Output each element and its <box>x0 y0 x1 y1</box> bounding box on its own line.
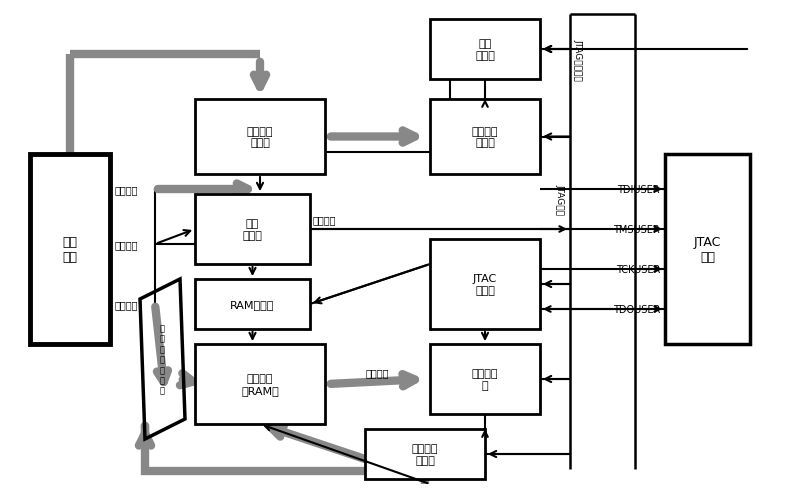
FancyBboxPatch shape <box>430 20 540 80</box>
Text: TDOUSER: TDOUSER <box>613 305 660 314</box>
FancyBboxPatch shape <box>195 345 325 424</box>
FancyBboxPatch shape <box>195 280 310 329</box>
Text: JTAG传输总线: JTAG传输总线 <box>573 39 582 81</box>
Text: 数
据
类
型
转
换
器: 数 据 类 型 转 换 器 <box>159 324 165 395</box>
Text: JTAC
状态机: JTAC 状态机 <box>473 274 497 295</box>
Text: 采样时钟: 采样时钟 <box>115 240 138 249</box>
FancyBboxPatch shape <box>195 195 310 264</box>
Text: 输出控制
器: 输出控制 器 <box>472 368 498 390</box>
Text: RAM控制器: RAM控制器 <box>230 299 274 309</box>
Text: 触发
状态机: 触发 状态机 <box>242 219 262 240</box>
Text: 简单双端
口RAM块: 简单双端 口RAM块 <box>241 373 279 395</box>
Text: TCKUSER: TCKUSER <box>616 264 660 274</box>
FancyBboxPatch shape <box>430 100 540 175</box>
Text: JTAG总线: JTAG总线 <box>555 184 565 215</box>
FancyBboxPatch shape <box>430 240 540 329</box>
Text: 触发条件
比较器: 触发条件 比较器 <box>246 126 274 148</box>
Text: 触发状态: 触发状态 <box>313 215 337 224</box>
FancyBboxPatch shape <box>665 155 750 345</box>
Text: 触发信号: 触发信号 <box>115 184 138 195</box>
Text: 被测
模块: 被测 模块 <box>62 236 78 264</box>
FancyBboxPatch shape <box>30 155 110 345</box>
Text: 采样选择
寄存器: 采样选择 寄存器 <box>412 443 438 465</box>
Text: 触发条件
寄存器: 触发条件 寄存器 <box>472 126 498 148</box>
Text: 采样数据: 采样数据 <box>366 367 390 377</box>
FancyBboxPatch shape <box>365 429 485 479</box>
Text: 采样信号: 采样信号 <box>115 299 138 309</box>
Text: 指令
寄存器: 指令 寄存器 <box>475 39 495 61</box>
FancyBboxPatch shape <box>430 345 540 414</box>
FancyBboxPatch shape <box>195 100 325 175</box>
Text: TMSUSER: TMSUSER <box>614 224 660 235</box>
Text: TDIUSER: TDIUSER <box>618 184 660 195</box>
Text: JTAC
接口: JTAC 接口 <box>694 236 721 264</box>
